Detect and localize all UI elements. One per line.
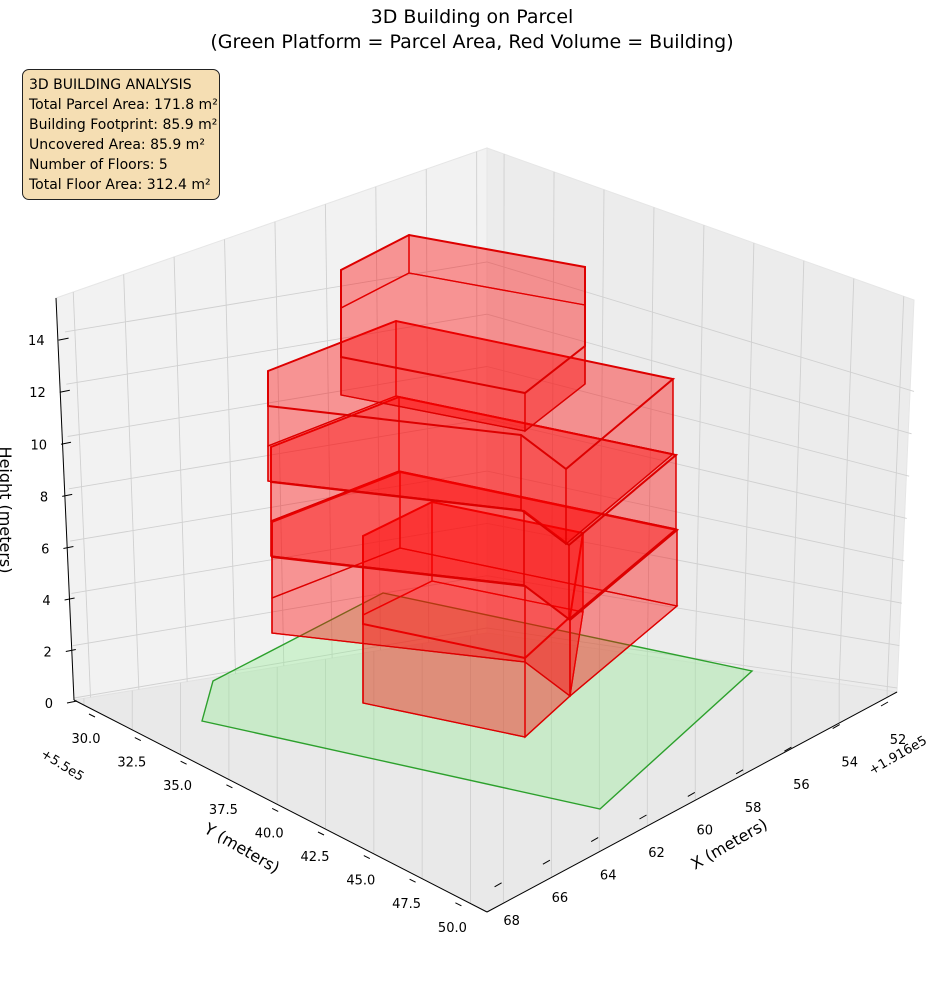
- y-tick-label: 40.0: [255, 826, 284, 841]
- x-tick-label: 52: [890, 733, 907, 748]
- floor-2-bottom: [271, 547, 679, 697]
- floor-4-bottom: [267, 395, 675, 545]
- z-tick-mark: [59, 389, 70, 393]
- x-tick-label: 66: [552, 891, 569, 906]
- z-axis-line: [55, 297, 75, 701]
- y-tick-mark: [88, 713, 96, 718]
- info-line: Uncovered Area: 85.9 m²: [29, 137, 205, 153]
- z-tick-mark: [60, 441, 72, 445]
- floor-3-bottom: [270, 470, 678, 620]
- y-tick-mark: [363, 855, 371, 860]
- x-tick-label: 68: [503, 914, 520, 929]
- analysis-info-box: 3D BUILDING ANALYSIS Total Parcel Area: …: [22, 69, 220, 200]
- parcel-polygon: [201, 592, 754, 810]
- z-tick-mark: [64, 597, 75, 601]
- floor-5-top: [340, 233, 586, 395]
- x-tick-label: 58: [745, 801, 762, 816]
- x-tick-mark: [880, 701, 889, 707]
- floor-4-top: [267, 319, 676, 471]
- z-tick-mark: [63, 546, 74, 549]
- x-axis-line: [486, 691, 898, 913]
- axes: [55, 297, 898, 913]
- y-tick-label: 32.5: [117, 756, 146, 771]
- building-volume: [267, 233, 680, 739]
- y-tick-mark: [180, 760, 187, 765]
- x-tick-mark: [494, 882, 502, 888]
- parcel-platform: [201, 592, 754, 810]
- y-tick-label: 50.0: [438, 921, 467, 936]
- x-tick-mark: [639, 814, 647, 820]
- y-tick-mark: [409, 878, 416, 883]
- y-tick-label: 35.0: [163, 779, 192, 794]
- info-line: Total Floor Area: 312.4 m²: [29, 177, 211, 193]
- z-tick-label: 8: [40, 490, 48, 505]
- y-tick-mark: [317, 831, 325, 836]
- z-tick-mark: [58, 337, 69, 341]
- z-tick-mark: [62, 493, 73, 497]
- y-tick-label: 42.5: [301, 850, 330, 865]
- z-tick-mark: [66, 700, 78, 704]
- y-axis-ticks: 30.0 32.5 35.0 37.5 40.0 42.5 45.0 47.5 50.0: [72, 713, 467, 936]
- y-tick-mark: [271, 807, 279, 812]
- y-tick-mark: [226, 784, 233, 789]
- x-tick-label: 54: [841, 756, 858, 771]
- x-tick-label: 56: [793, 778, 810, 793]
- info-heading: 3D BUILDING ANALYSIS: [29, 77, 192, 93]
- y-axis-line: [73, 699, 488, 913]
- z-tick-label: 10: [30, 438, 47, 453]
- chart-title-line-2: (Green Platform = Parcel Area, Red Volum…: [210, 31, 734, 53]
- y-tick-label: 37.5: [209, 803, 238, 818]
- x-tick-mark: [784, 746, 792, 752]
- info-line: Total Parcel Area: 171.8 m²: [29, 97, 218, 113]
- y-tick-label: 30.0: [72, 732, 101, 747]
- z-tick-mark: [65, 649, 76, 652]
- z-tick-label: 0: [45, 697, 53, 712]
- y-axis-offset-text: +5.5e5: [38, 747, 87, 785]
- x-tick-mark: [687, 791, 696, 797]
- x-tick-label: 60: [697, 823, 714, 838]
- z-tick-label: 4: [42, 594, 50, 609]
- x-tick-mark: [735, 769, 744, 775]
- x-tick-label: 62: [648, 846, 665, 861]
- info-line: Building Footprint: 85.9 m²: [29, 117, 218, 133]
- x-axis-ticks: 52 54 56 58 60 62 64 66 68: [494, 701, 907, 929]
- x-tick-mark: [542, 859, 551, 865]
- z-axis-label: Height (meters): [0, 447, 15, 574]
- x-tick-mark: [832, 724, 840, 730]
- z-tick-label: 12: [29, 386, 46, 401]
- z-axis-ticks: 0 2 4 6 8 10 12 14: [28, 334, 78, 712]
- y-tick-label: 47.5: [392, 897, 421, 912]
- info-line: Number of Floors: 5: [29, 157, 168, 173]
- z-tick-label: 6: [41, 543, 49, 558]
- grid-lines: [64, 151, 915, 904]
- y-tick-mark: [455, 902, 462, 907]
- x-tick-label: 64: [600, 869, 617, 884]
- z-tick-label: 2: [44, 646, 52, 661]
- x-tick-mark: [590, 837, 599, 843]
- y-tick-mark: [134, 737, 142, 742]
- z-tick-label: 14: [28, 334, 45, 349]
- chart-title-line-1: 3D Building on Parcel: [370, 6, 574, 28]
- y-tick-label: 45.0: [346, 874, 375, 889]
